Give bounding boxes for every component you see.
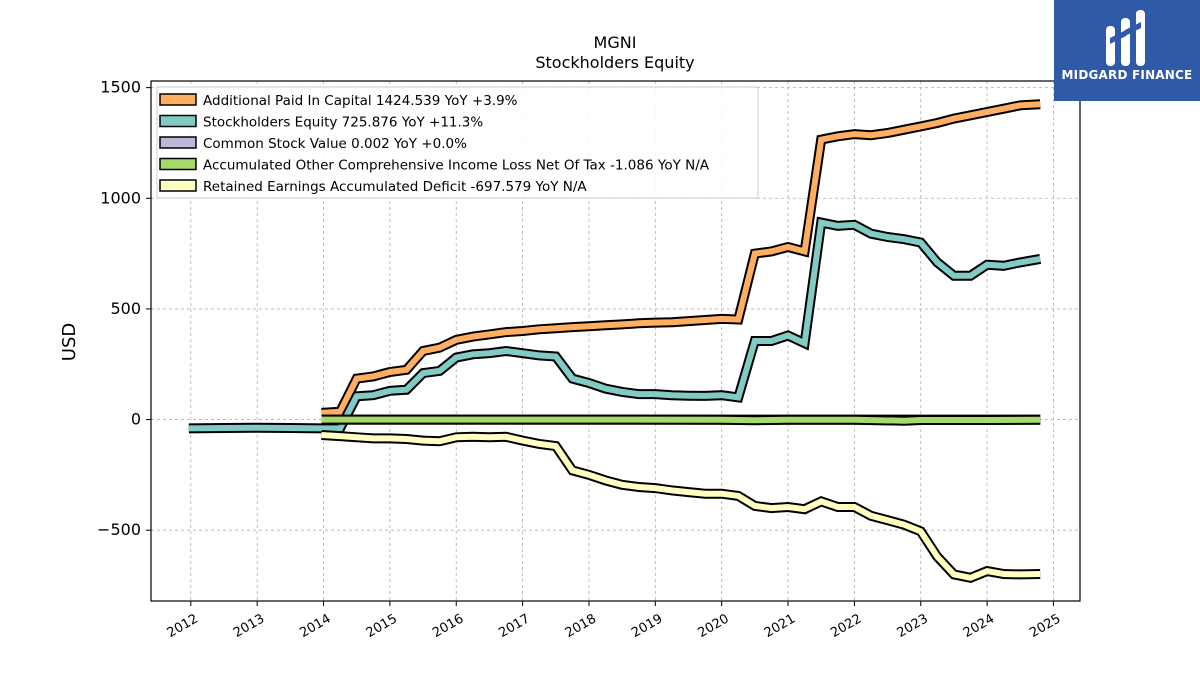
x-tick-label: 2021 [762,611,798,641]
legend: Additional Paid In Capital 1424.539 YoY … [156,86,759,199]
x-tick-label: 2019 [629,611,665,641]
legend-label: Additional Paid In Capital 1424.539 YoY … [203,93,518,109]
legend-swatch [159,179,197,192]
x-tick-label: 2018 [563,611,599,641]
y-axis-ticks: 1500 1000 500 0 −500 [97,78,151,539]
x-tick-label: 2017 [496,611,532,641]
x-tick-label: 2023 [895,611,931,641]
legend-label: Accumulated Other Comprehensive Income L… [203,158,710,174]
logo-mark-icon [1106,10,1145,66]
series-line [321,101,1041,416]
series-line [188,219,1041,432]
y-tick-label: 1000 [100,188,141,207]
x-tick-label: 2024 [961,611,997,641]
x-tick-label: 2016 [430,611,466,641]
legend-swatch [159,114,197,128]
chart-title-line2: Stockholders Equity [535,53,694,72]
brand-name: MIDGARD FINANCE [1061,68,1193,82]
x-tick-label: 2012 [165,611,201,641]
series-line [321,416,1041,424]
legend-label: Retained Earnings Accumulated Deficit -6… [203,179,587,195]
y-tick-label: 0 [131,410,141,429]
legend-swatch [159,136,197,149]
series-outline [321,430,1041,584]
y-tick-label: 500 [110,299,141,318]
legend-swatch [159,157,197,171]
x-tick-label: 2014 [297,611,333,641]
series-line [321,432,1041,581]
y-tick-label: −500 [97,520,141,539]
legend-box [156,86,759,199]
x-tick-label: 2025 [1027,611,1063,641]
plot-area-frame [150,80,1081,602]
x-tick-label: 2013 [231,611,267,641]
x-tick-label: 2020 [696,611,732,641]
legend-label: Common Stock Value 0.002 YoY +0.0% [203,136,467,152]
y-axis-label: USD [59,323,80,361]
legend-swatch [159,93,197,106]
x-axis-ticks: 2012 2013 2014 2015 2016 2017 2018 2019 2020 2021… [165,601,1063,641]
legend-label: Stockholders Equity 725.876 YoY +11.3% [203,115,483,131]
x-tick-label: 2015 [364,611,400,641]
brand-logo: MIDGARD FINANCE [1054,0,1200,101]
y-tick-label: 1500 [100,78,141,97]
x-tick-label: 2022 [828,611,864,641]
series-lines [188,99,1042,584]
chart-title-line1: MGNI [594,33,637,52]
